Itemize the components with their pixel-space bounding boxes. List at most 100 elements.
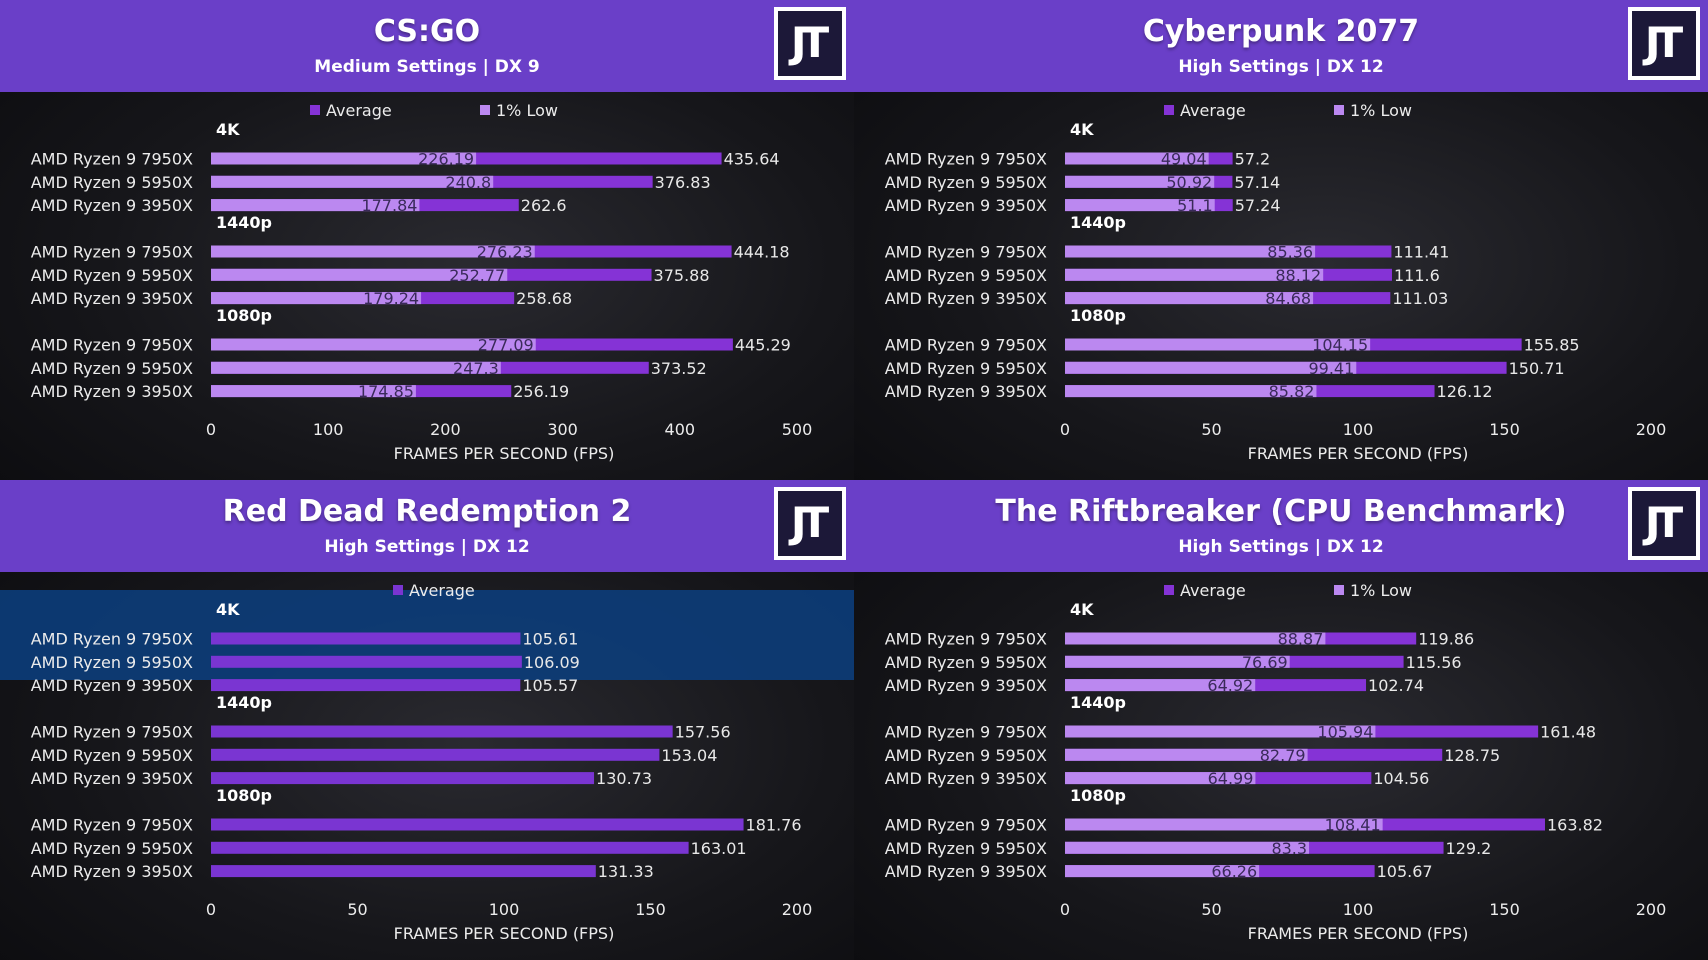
x-tick-label: 100 <box>1343 900 1374 919</box>
logo-text: JT <box>790 498 829 547</box>
bar-inner <box>1065 632 1326 645</box>
bar-inner <box>211 338 536 351</box>
group-label: 1440p <box>216 693 272 712</box>
bar-average <box>211 748 660 761</box>
data-label-inner: 88.12 <box>1275 266 1321 285</box>
data-label-outer: 163.82 <box>1547 816 1603 835</box>
bar-inner <box>1065 338 1371 351</box>
category-label: AMD Ryzen 9 3950X <box>885 676 1047 695</box>
legend-swatch-average <box>1164 585 1174 595</box>
data-label-outer: 258.68 <box>516 289 572 308</box>
data-label-outer: 105.67 <box>1377 862 1433 881</box>
category-label: AMD Ryzen 9 3950X <box>31 862 193 881</box>
category-label: AMD Ryzen 9 3950X <box>885 196 1047 215</box>
legend-label-average: Average <box>1180 101 1246 120</box>
data-label-outer: 375.88 <box>654 266 710 285</box>
category-label: AMD Ryzen 9 3950X <box>31 769 193 788</box>
category-label: AMD Ryzen 9 5950X <box>31 653 193 672</box>
legend-label-low: 1% Low <box>496 101 558 120</box>
logo-text: JT <box>1644 18 1683 67</box>
chart-title: The Riftbreaker (CPU Benchmark) <box>995 494 1567 529</box>
bar-inner <box>1065 175 1215 188</box>
legend-swatch-low <box>480 105 490 115</box>
x-tick-label: 400 <box>665 420 696 439</box>
data-label-inner: 252.77 <box>449 266 505 285</box>
data-label-average: 131.33 <box>598 862 654 881</box>
bar-average <box>211 865 596 878</box>
legend-swatch-average <box>1164 105 1174 115</box>
group-label: 1080p <box>1070 786 1126 805</box>
category-label: AMD Ryzen 9 7950X <box>885 150 1047 169</box>
data-label-outer: 102.74 <box>1368 676 1424 695</box>
bar-inner <box>211 175 494 188</box>
bar-average <box>211 679 521 692</box>
bar-inner <box>1065 245 1316 258</box>
x-tick-label: 50 <box>1201 900 1221 919</box>
bar-average <box>211 841 689 854</box>
data-label-outer: 445.29 <box>735 336 791 355</box>
x-tick-label: 200 <box>1636 900 1667 919</box>
data-label-average: 157.56 <box>675 723 731 742</box>
group-label: 4K <box>1070 120 1094 139</box>
data-label-outer: 376.83 <box>655 173 711 192</box>
bar-inner <box>1065 725 1376 738</box>
data-label-inner: 276.23 <box>477 243 533 262</box>
x-tick-label: 0 <box>206 420 216 439</box>
group-label: 4K <box>216 600 240 619</box>
data-label-outer: 111.03 <box>1392 289 1448 308</box>
bar-chart: Average 1% Low 4K AMD Ryzen 9 7950X 119.86 88… <box>885 581 1667 943</box>
x-axis-label: FRAMES PER SECOND (FPS) <box>394 924 615 943</box>
data-label-average: 130.73 <box>596 769 652 788</box>
bar-inner <box>1065 292 1314 305</box>
legend-swatch-average <box>393 585 403 595</box>
category-label: AMD Ryzen 9 3950X <box>31 196 193 215</box>
x-tick-label: 50 <box>1201 420 1221 439</box>
category-label: AMD Ryzen 9 7950X <box>31 336 193 355</box>
chart-subtitle: Medium Settings | DX 9 <box>314 57 540 77</box>
legend-swatch-low <box>1334 105 1344 115</box>
legend-swatch-low <box>1334 585 1344 595</box>
data-label-outer: 435.64 <box>724 150 780 169</box>
data-label-outer: 150.71 <box>1509 359 1565 378</box>
category-label: AMD Ryzen 9 5950X <box>885 266 1047 285</box>
x-tick-label: 200 <box>1636 420 1667 439</box>
category-label: AMD Ryzen 9 3950X <box>31 382 193 401</box>
group-label: 1080p <box>216 786 272 805</box>
chart-title: Cyberpunk 2077 <box>1142 14 1420 49</box>
data-label-outer: 262.6 <box>521 196 567 215</box>
bar-inner <box>1065 679 1256 692</box>
category-label: AMD Ryzen 9 5950X <box>31 359 193 378</box>
bar-inner <box>1065 772 1256 785</box>
data-label-inner: 85.82 <box>1269 382 1315 401</box>
legend-label-low: 1% Low <box>1350 581 1412 600</box>
bar-inner <box>211 292 422 305</box>
bar-chart: Average 1% Low 4K AMD Ryzen 9 7950X 57.2 49.0… <box>885 101 1667 463</box>
bar-inner <box>1065 199 1215 212</box>
data-label-inner: 105.94 <box>1317 723 1373 742</box>
legend-label-average: Average <box>326 101 392 120</box>
category-label: AMD Ryzen 9 5950X <box>31 266 193 285</box>
jt-logo: JT <box>1628 7 1700 80</box>
chart-subtitle: High Settings | DX 12 <box>324 537 530 557</box>
data-label-inner: 64.99 <box>1208 769 1254 788</box>
x-tick-label: 150 <box>1489 420 1520 439</box>
jt-logo: JT <box>774 487 846 560</box>
data-label-outer: 256.19 <box>513 382 569 401</box>
data-label-inner: 177.84 <box>361 196 417 215</box>
data-label-inner: 64.92 <box>1207 676 1253 695</box>
data-label-average: 105.61 <box>522 630 578 649</box>
category-label: AMD Ryzen 9 7950X <box>885 243 1047 262</box>
x-axis-label: FRAMES PER SECOND (FPS) <box>394 444 615 463</box>
data-label-inner: 51.1 <box>1177 196 1213 215</box>
panel-header: Red Dead Redemption 2 High Settings | DX… <box>0 480 854 572</box>
data-label-inner: 240.8 <box>445 173 491 192</box>
bar-inner <box>211 245 535 258</box>
bar-average <box>211 818 744 831</box>
category-label: AMD Ryzen 9 5950X <box>31 839 193 858</box>
logo-text: JT <box>1644 498 1683 547</box>
data-label-outer: 111.41 <box>1393 243 1449 262</box>
category-label: AMD Ryzen 9 3950X <box>885 769 1047 788</box>
data-label-outer: 57.2 <box>1235 150 1271 169</box>
bar-chart: Average 1% Low 4K AMD Ryzen 9 7950X 435.64 22… <box>31 101 813 463</box>
bar-inner <box>1065 748 1308 761</box>
